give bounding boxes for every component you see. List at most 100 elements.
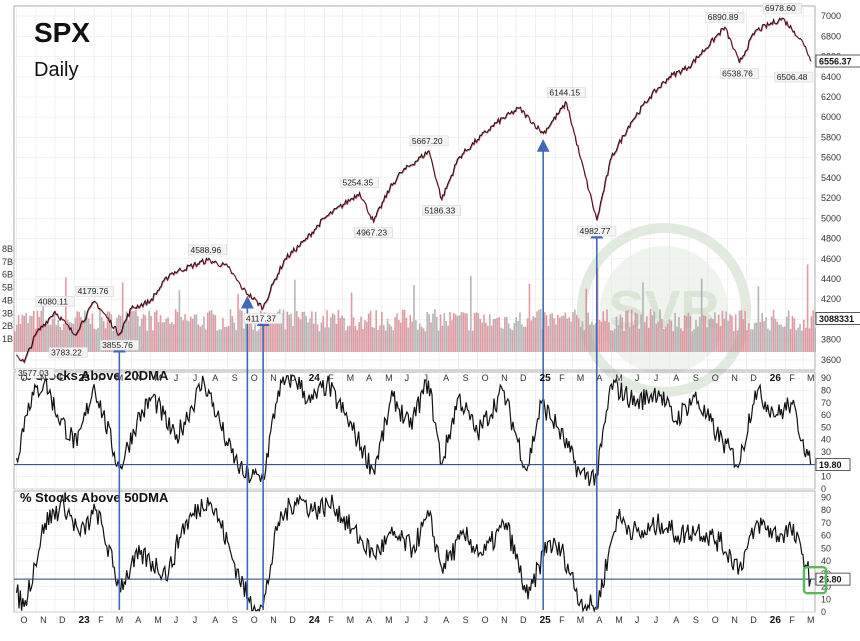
x-tick-label: M	[347, 373, 355, 383]
volume-bar	[78, 312, 80, 352]
volume-bar	[577, 318, 580, 352]
volume-bar	[87, 318, 90, 352]
volume-bar	[617, 325, 620, 352]
volume-bar	[32, 310, 35, 352]
volume-bar	[237, 294, 239, 352]
volume-bar	[610, 330, 612, 352]
volume-bar	[388, 324, 391, 352]
x-tick-label: D	[289, 373, 296, 383]
volume-bar	[653, 311, 656, 352]
volume-bar	[689, 316, 692, 352]
volume-bar	[519, 312, 521, 352]
volume-bar	[655, 323, 658, 352]
volume-bar	[250, 320, 253, 352]
volume-bar	[441, 325, 444, 352]
volume-bar	[70, 323, 73, 352]
x-tick-label: M	[154, 615, 162, 625]
annotation-box	[547, 87, 586, 98]
volume-bar	[31, 316, 33, 352]
x-tick-label: A	[212, 615, 218, 625]
volume-bar	[500, 327, 502, 352]
volume-bar	[305, 315, 307, 352]
volume-bar	[233, 322, 236, 352]
annotation-box	[422, 205, 462, 216]
volume-bar	[751, 329, 754, 352]
volume-bar	[23, 316, 26, 352]
spx-line	[16, 17, 812, 364]
volume-bar	[697, 326, 699, 352]
x-tick-label: F	[98, 615, 104, 625]
volume-y-tick-label: 7B	[2, 257, 13, 267]
volume-bar	[594, 323, 597, 352]
volume-bar	[602, 311, 605, 352]
volume-bar	[373, 327, 376, 352]
volume-bar	[746, 330, 748, 352]
last-value-badges: 6556.37 3088331 19.80 25.80	[802, 54, 860, 595]
x-tick-label: D	[520, 615, 527, 625]
reference-lines	[14, 464, 815, 580]
x-tick-label: A	[135, 373, 141, 383]
spx-last-value-badge: 6556.37	[819, 57, 852, 67]
pct50-panel-title: % Stocks Above 50DMA	[20, 490, 169, 505]
volume-bar	[29, 315, 31, 352]
volume-bar	[780, 324, 782, 352]
x-tick-label: N	[501, 373, 508, 383]
volume-bar	[286, 311, 289, 352]
volume-bar	[91, 313, 94, 352]
annotation-label: 5667.20	[412, 136, 443, 146]
volume-bar	[333, 314, 336, 352]
volume-bar	[581, 321, 584, 352]
volume-bar	[680, 328, 682, 352]
volume-bar	[511, 330, 514, 352]
volume-bar	[485, 322, 487, 352]
volume-bar	[248, 316, 251, 352]
volume-bar	[515, 317, 518, 352]
volume-bar	[328, 327, 330, 352]
annotation-label: 4982.77	[580, 226, 611, 236]
x-tick-label: O	[482, 373, 489, 383]
volume-bar	[738, 310, 741, 352]
volume-bar	[256, 331, 258, 352]
volume-bar	[661, 318, 663, 352]
x-tick-label: 26	[770, 373, 782, 384]
volume-bar	[125, 311, 128, 352]
volume-bar	[409, 315, 412, 352]
volume-y-tick-label: 3B	[2, 308, 13, 318]
pct50-y-tick-label: 0	[821, 607, 826, 617]
volume-bar	[216, 330, 219, 352]
pct50-y-tick-label: 50	[821, 543, 831, 553]
spx-y-tick-label: 7000	[821, 11, 841, 21]
volume-bar	[636, 313, 639, 352]
volume-bar	[231, 316, 234, 352]
volume-bar	[761, 313, 763, 352]
volume-bar	[553, 318, 555, 352]
annotation-label: 4080.11	[38, 296, 68, 306]
volume-bar	[358, 322, 360, 352]
volume-bar	[312, 323, 315, 352]
volume-bar	[294, 279, 296, 352]
volume-bar	[785, 316, 788, 352]
volume-bar	[288, 314, 290, 352]
volume-bar	[540, 309, 542, 352]
x-tick-label: O	[21, 615, 28, 625]
volume-bar	[767, 328, 769, 352]
volume-bar	[640, 314, 642, 352]
pct20-y-tick-label: 90	[821, 373, 831, 383]
volume-bar	[717, 314, 720, 352]
volume-bar	[736, 330, 739, 352]
pct50-y-tick-label: 70	[821, 518, 831, 528]
volume-bar	[545, 315, 548, 352]
chart-subtitle: Daily	[34, 59, 78, 81]
volume-bar	[564, 312, 567, 352]
volume-bar	[517, 321, 519, 352]
volume-bar	[613, 328, 616, 352]
x-tick-label: F	[328, 615, 334, 625]
volume-bar	[40, 310, 43, 352]
volume-bar	[341, 315, 343, 352]
pct50-line	[15, 494, 812, 613]
pct20-line	[15, 375, 812, 487]
volume-bar	[714, 312, 716, 352]
volume-bar	[451, 320, 453, 352]
volume-bar	[356, 330, 359, 352]
chart-title: SPX	[34, 17, 90, 48]
